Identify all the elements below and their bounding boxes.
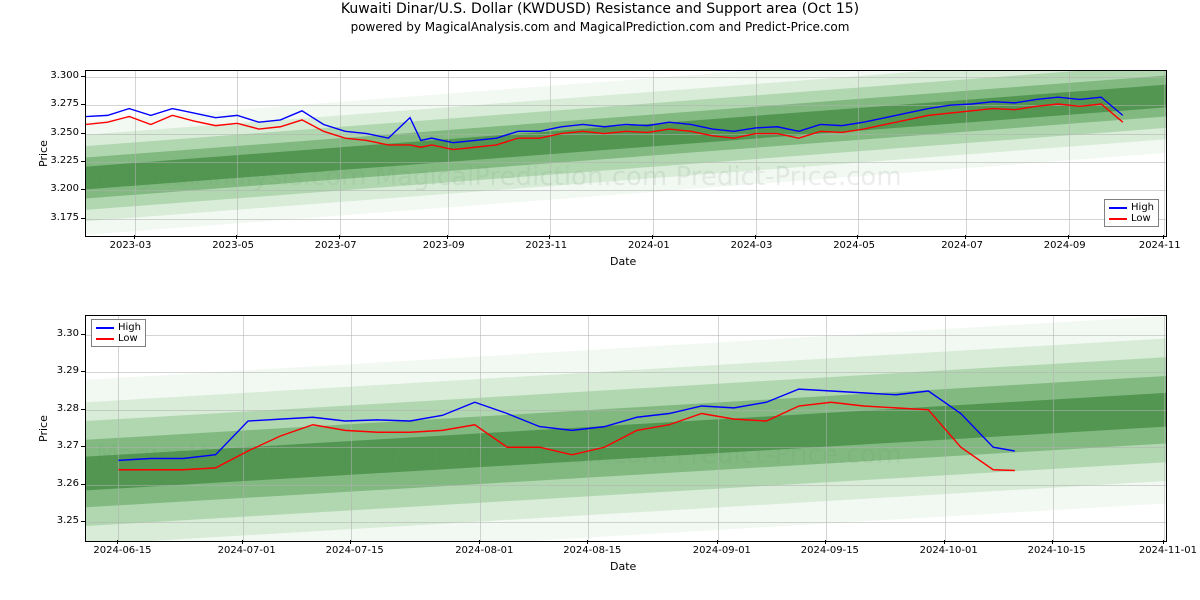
ytick-mark xyxy=(81,161,85,162)
xtick-label: 2024-08-01 xyxy=(455,545,513,556)
x-axis-label: Date xyxy=(610,560,636,573)
xtick-label: 2024-09 xyxy=(1044,240,1086,251)
legend-row: High xyxy=(96,322,141,333)
xtick-mark xyxy=(944,540,945,544)
plot-area: MagicalAnalysis.com MagicalPrediction.co… xyxy=(85,315,1167,542)
xtick-mark xyxy=(717,540,718,544)
xtick-label: 2024-10-15 xyxy=(1028,545,1086,556)
ytick-mark xyxy=(81,76,85,77)
legend-label: Low xyxy=(1131,213,1151,224)
ytick-label: 3.27 xyxy=(57,440,79,451)
xtick-label: 2024-06-15 xyxy=(93,545,151,556)
y-axis-label: Price xyxy=(37,140,50,167)
xtick-mark xyxy=(479,540,480,544)
ytick-mark xyxy=(81,218,85,219)
legend-row: High xyxy=(1109,202,1154,213)
chart-subtitle: powered by MagicalAnalysis.com and Magic… xyxy=(0,20,1200,34)
series-lines xyxy=(86,71,1166,236)
ytick-mark xyxy=(81,371,85,372)
xtick-label: 2024-05 xyxy=(833,240,875,251)
ytick-label: 3.29 xyxy=(57,365,79,376)
xtick-mark xyxy=(339,235,340,239)
ytick-label: 3.300 xyxy=(50,70,79,81)
x-axis-label: Date xyxy=(610,255,636,268)
ytick-label: 3.28 xyxy=(57,403,79,414)
xtick-mark xyxy=(350,540,351,544)
ytick-label: 3.175 xyxy=(50,212,79,223)
xtick-label: 2023-03 xyxy=(110,240,152,251)
xtick-mark xyxy=(825,540,826,544)
legend-label: High xyxy=(1131,202,1154,213)
ytick-mark xyxy=(81,409,85,410)
xtick-label: 2023-07 xyxy=(315,240,357,251)
xtick-mark xyxy=(1163,540,1164,544)
ytick-mark xyxy=(81,334,85,335)
xtick-label: 2023-05 xyxy=(212,240,254,251)
ytick-mark xyxy=(81,133,85,134)
xtick-mark xyxy=(587,540,588,544)
ytick-label: 3.275 xyxy=(50,98,79,109)
legend-swatch xyxy=(1109,207,1127,209)
ytick-label: 3.225 xyxy=(50,155,79,166)
legend-swatch xyxy=(1109,218,1127,220)
high-line xyxy=(118,389,1014,460)
legend-label: Low xyxy=(118,333,138,344)
xtick-label: 2024-08-15 xyxy=(563,545,621,556)
legend-swatch xyxy=(96,327,114,329)
xtick-mark xyxy=(549,235,550,239)
xtick-label: 2024-11 xyxy=(1139,240,1181,251)
legend-label: High xyxy=(118,322,141,333)
ytick-label: 3.26 xyxy=(57,478,79,489)
high-line xyxy=(86,97,1123,143)
plot-area: MagicalAnalysis.com MagicalPrediction.co… xyxy=(85,70,1167,237)
xtick-mark xyxy=(236,235,237,239)
ytick-label: 3.250 xyxy=(50,127,79,138)
xtick-mark xyxy=(134,235,135,239)
xtick-mark xyxy=(447,235,448,239)
legend-row: Low xyxy=(96,333,141,344)
ytick-mark xyxy=(81,484,85,485)
legend: HighLow xyxy=(91,319,146,347)
chart-title: Kuwaiti Dinar/U.S. Dollar (KWDUSD) Resis… xyxy=(0,0,1200,20)
xtick-label: 2024-01 xyxy=(628,240,670,251)
xtick-mark xyxy=(755,235,756,239)
ytick-mark xyxy=(81,446,85,447)
xtick-mark xyxy=(242,540,243,544)
ytick-label: 3.25 xyxy=(57,515,79,526)
xtick-label: 2023-11 xyxy=(525,240,567,251)
ytick-mark xyxy=(81,104,85,105)
ytick-label: 3.200 xyxy=(50,183,79,194)
xtick-mark xyxy=(1163,235,1164,239)
xtick-mark xyxy=(965,235,966,239)
xtick-label: 2024-07-15 xyxy=(326,545,384,556)
legend-swatch xyxy=(96,338,114,340)
xtick-mark xyxy=(1068,235,1069,239)
xtick-label: 2024-09-01 xyxy=(693,545,751,556)
ytick-label: 3.30 xyxy=(57,328,79,339)
series-lines xyxy=(86,316,1166,541)
xtick-label: 2024-07 xyxy=(941,240,983,251)
xtick-label: 2024-03 xyxy=(731,240,773,251)
xtick-mark xyxy=(1052,540,1053,544)
y-axis-label: Price xyxy=(37,415,50,442)
xtick-label: 2024-09-15 xyxy=(801,545,859,556)
xtick-mark xyxy=(117,540,118,544)
xtick-mark xyxy=(652,235,653,239)
xtick-label: 2024-11-01 xyxy=(1139,545,1197,556)
low-line xyxy=(118,402,1014,470)
ytick-mark xyxy=(81,189,85,190)
xtick-label: 2024-10-01 xyxy=(920,545,978,556)
legend-row: Low xyxy=(1109,213,1154,224)
xtick-mark xyxy=(857,235,858,239)
ytick-mark xyxy=(81,521,85,522)
xtick-label: 2024-07-01 xyxy=(218,545,276,556)
legend: HighLow xyxy=(1104,199,1159,227)
xtick-label: 2023-09 xyxy=(423,240,465,251)
